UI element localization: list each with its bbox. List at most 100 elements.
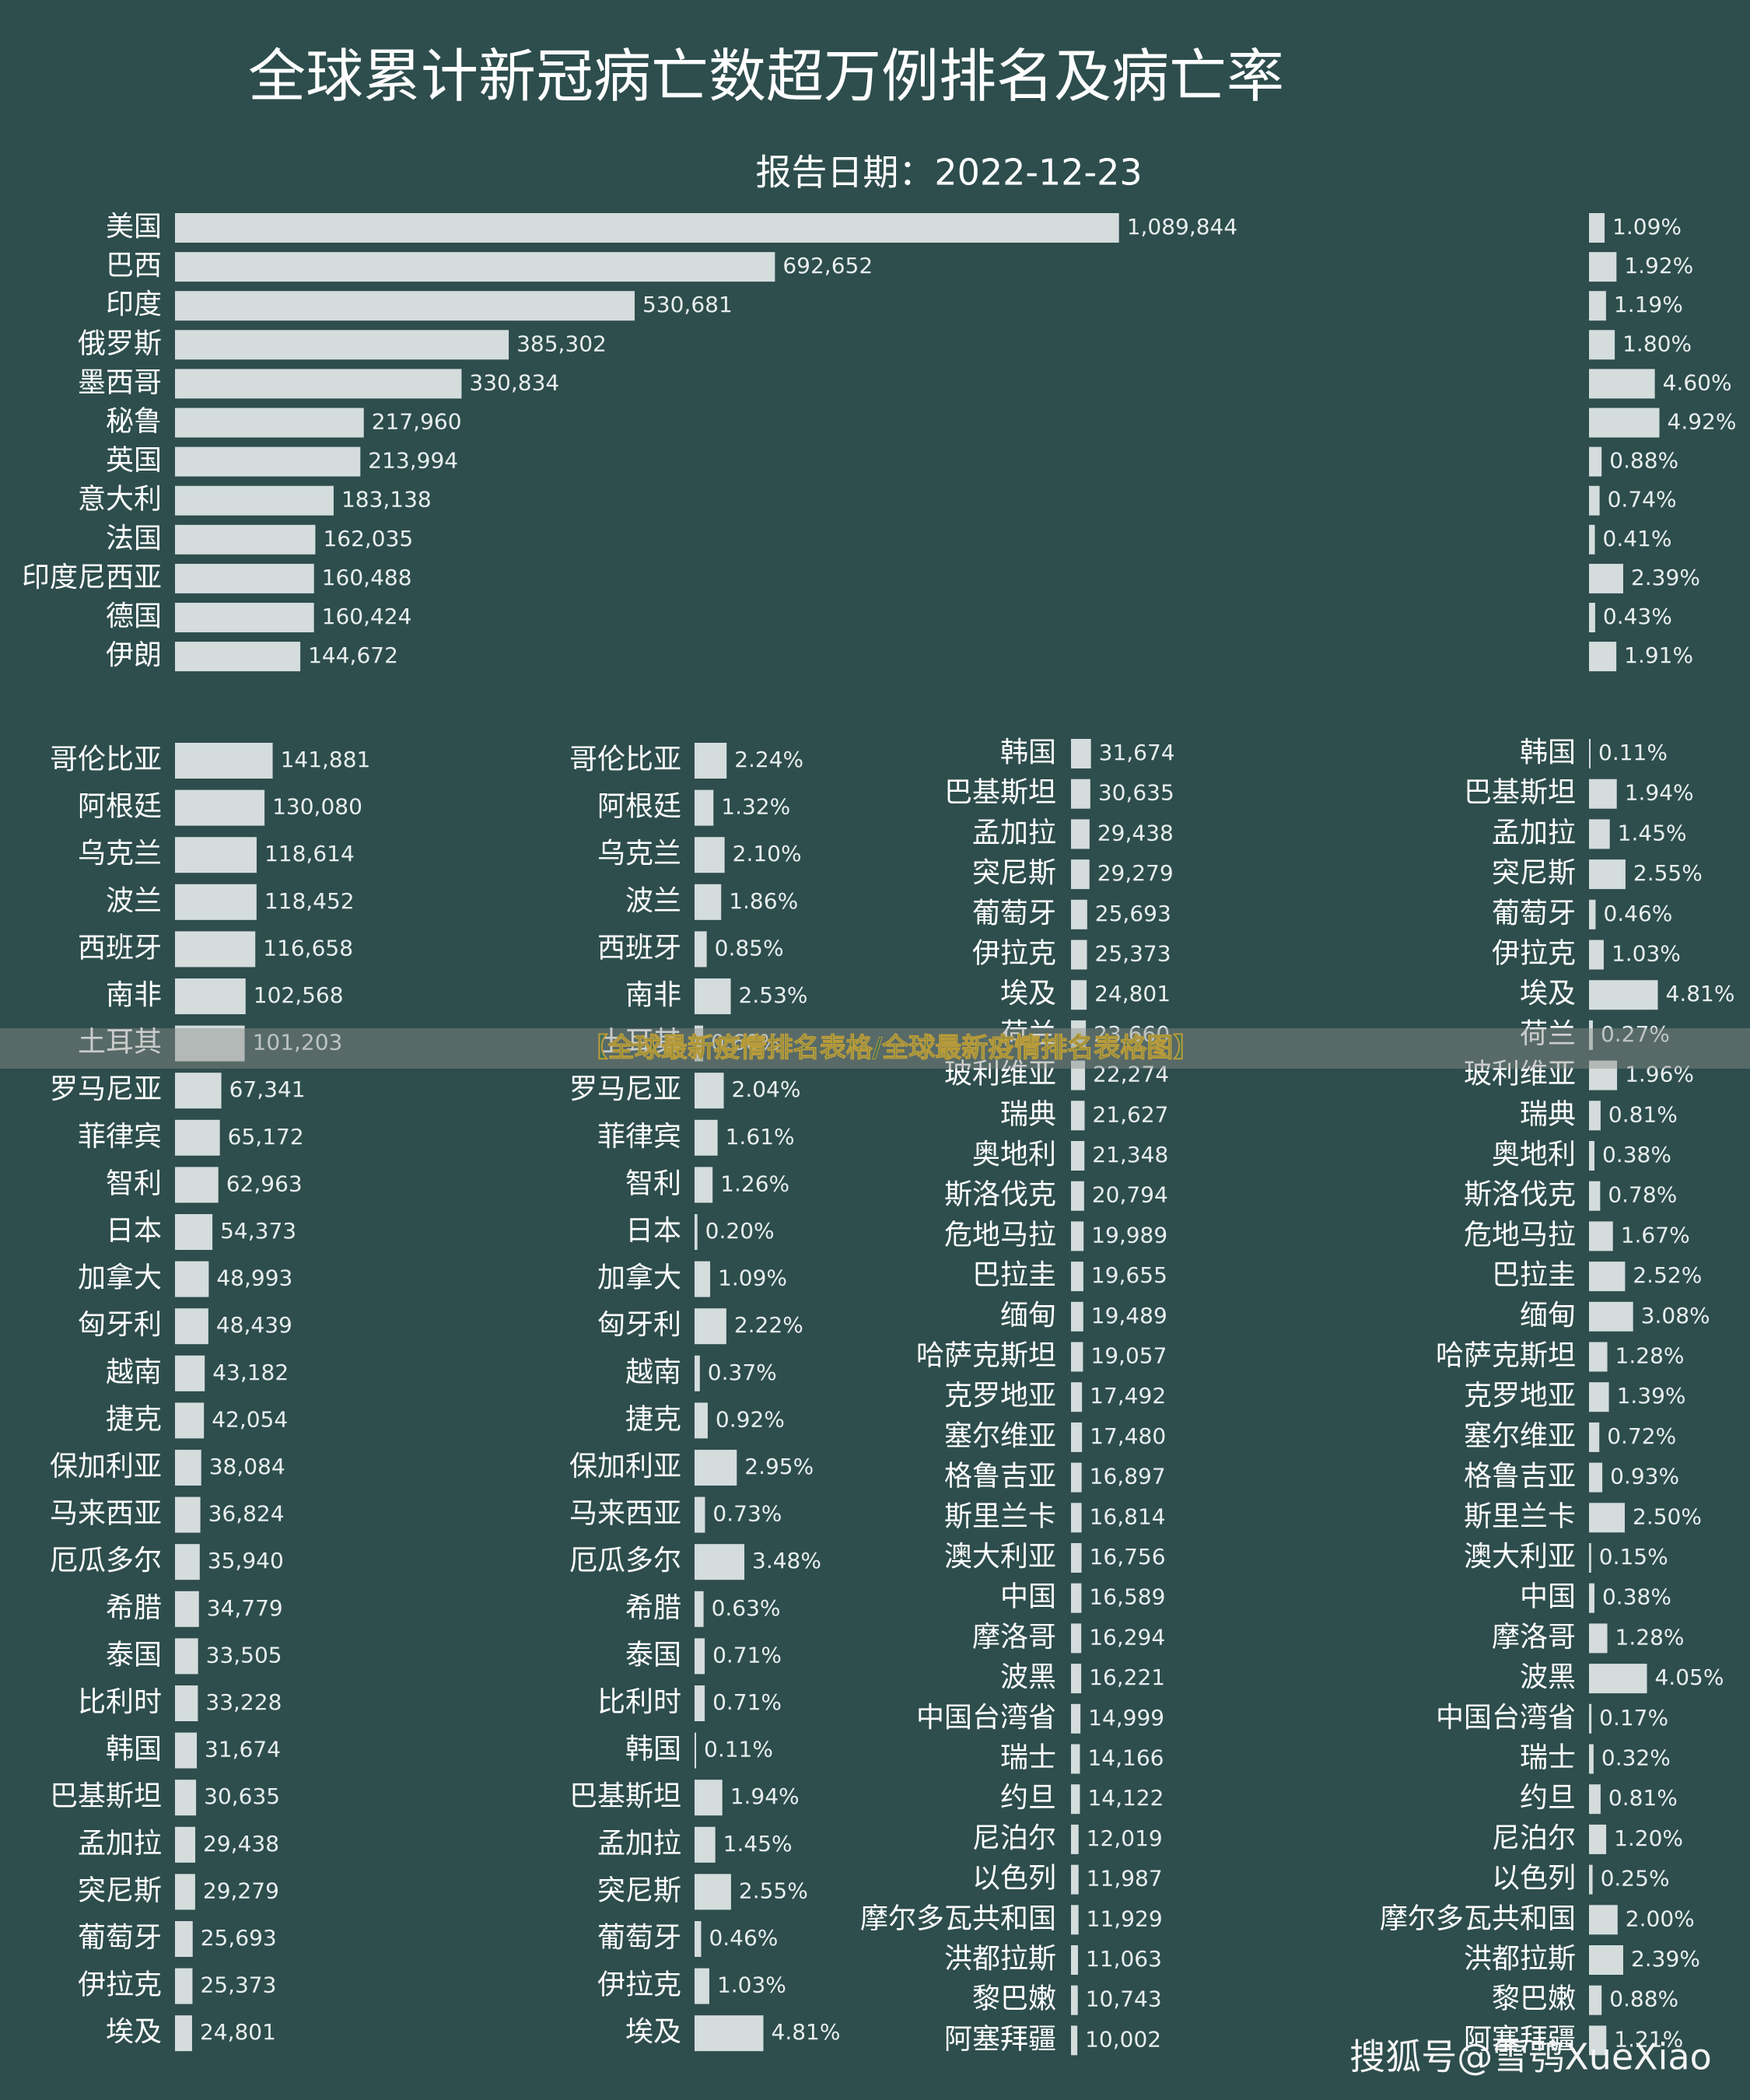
category-label: 韩国 — [1000, 737, 1056, 768]
bar — [1071, 899, 1087, 929]
category-label: 巴基斯坦 — [1464, 777, 1576, 809]
bar — [695, 1214, 698, 1250]
value-label: 2.39% — [1631, 1946, 1700, 1972]
value-label: 0.81% — [1608, 1785, 1678, 1811]
bar — [1071, 1744, 1080, 1774]
category-label: 中国 — [1520, 1581, 1576, 1613]
bar — [1589, 252, 1617, 282]
bar — [1071, 1905, 1079, 1935]
value-label: 25,693 — [1095, 901, 1171, 926]
category-label: 突尼斯 — [597, 1874, 681, 1906]
category-label: 瑞典 — [1520, 1098, 1576, 1130]
bar — [695, 1921, 702, 1957]
bar — [695, 837, 725, 873]
value-label: 0.88% — [1609, 448, 1678, 474]
category-label: 巴基斯坦 — [569, 1780, 681, 1812]
bar — [1589, 1101, 1601, 1131]
bar — [1589, 1824, 1607, 1854]
category-label: 匈牙利 — [597, 1309, 681, 1341]
bar — [1071, 1301, 1083, 1332]
bar — [175, 978, 246, 1014]
bar — [1589, 1342, 1608, 1372]
bar — [175, 1308, 208, 1345]
category-label: 希腊 — [106, 1592, 162, 1624]
value-label: 1.96% — [1625, 1062, 1694, 1087]
bar — [1071, 1221, 1084, 1251]
bar — [1071, 940, 1087, 970]
value-label: 19,655 — [1091, 1262, 1167, 1288]
bar — [175, 252, 775, 282]
category-label: 荷兰 — [1000, 1018, 1056, 1050]
bar — [175, 446, 361, 477]
bar — [1589, 1905, 1618, 1935]
bar — [1071, 1060, 1086, 1090]
category-label: 南非 — [625, 979, 681, 1011]
banner-band — [0, 1028, 1750, 1069]
value-label: 0.88% — [1609, 1986, 1678, 2012]
category-label: 波兰 — [106, 885, 162, 917]
bar — [1589, 940, 1604, 970]
banner-watermark: 【全球最新疫情排名表格/全球最新疫情排名表格图】 — [582, 1033, 1199, 1064]
value-label: 25,373 — [1095, 941, 1171, 967]
category-label: 斯洛伐克 — [1464, 1179, 1576, 1211]
category-label: 智利 — [625, 1167, 681, 1199]
bar — [1589, 1382, 1609, 1412]
category-label: 巴西 — [106, 250, 162, 282]
value-label: 0.38% — [1602, 1142, 1671, 1167]
value-label: 4.81% — [772, 2019, 841, 2045]
category-label: 摩洛哥 — [972, 1621, 1056, 1653]
category-label: 哈萨克斯坦 — [916, 1340, 1056, 1372]
value-label: 1.61% — [726, 1124, 795, 1150]
value-label: 1.94% — [730, 1783, 800, 1809]
category-label: 葡萄牙 — [597, 1922, 681, 1954]
value-label: 2.52% — [1633, 1262, 1702, 1288]
bar — [175, 837, 257, 873]
bar — [175, 408, 364, 438]
value-label: 0.63% — [712, 1595, 781, 1621]
category-label: 罗马尼亚 — [569, 1073, 681, 1105]
category-label: 印度 — [106, 289, 162, 320]
bar — [175, 1780, 197, 1816]
value-label: 17,492 — [1090, 1383, 1166, 1409]
bar — [1589, 1141, 1594, 1171]
category-label: 泰国 — [625, 1639, 681, 1671]
value-label: 19,489 — [1091, 1303, 1167, 1328]
value-label: 0.78% — [1608, 1182, 1677, 1208]
value-label: 42,054 — [212, 1406, 288, 1432]
value-label: 1.91% — [1624, 642, 1693, 668]
bar — [1589, 739, 1591, 768]
category-label: 意大利 — [78, 484, 162, 516]
value-label: 24,801 — [1094, 981, 1171, 1006]
bar — [175, 1591, 199, 1627]
bar — [1589, 980, 1658, 1010]
value-label: 2.55% — [1633, 860, 1703, 886]
value-label: 62,963 — [226, 1171, 303, 1196]
category-label: 保加利亚 — [569, 1451, 681, 1482]
category-label: 孟加拉 — [597, 1828, 681, 1860]
bar — [175, 330, 509, 360]
value-label: 14,122 — [1087, 1785, 1164, 1811]
bar — [1589, 1221, 1613, 1251]
bar — [1071, 1181, 1084, 1211]
value-label: 54,373 — [220, 1218, 296, 1244]
bar — [695, 1591, 704, 1627]
bar — [1589, 330, 1615, 360]
value-label: 65,172 — [228, 1124, 304, 1150]
category-label: 孟加拉 — [972, 817, 1056, 849]
category-label: 菲律宾 — [78, 1121, 162, 1153]
category-label: 摩洛哥 — [1492, 1621, 1576, 1653]
value-label: 385,302 — [516, 331, 607, 356]
value-label: 29,438 — [1097, 820, 1174, 845]
category-label: 洪都拉斯 — [1464, 1943, 1576, 1975]
category-label: 葡萄牙 — [1492, 898, 1576, 929]
bar — [1589, 1985, 1602, 2015]
bar — [1589, 1945, 1623, 1975]
value-label: 530,681 — [642, 292, 733, 317]
value-label: 141,881 — [281, 747, 371, 772]
bar — [175, 1355, 205, 1391]
bar — [175, 1826, 196, 1863]
value-label: 48,439 — [216, 1312, 292, 1338]
category-label: 日本 — [106, 1215, 162, 1247]
bar — [695, 1968, 709, 2004]
